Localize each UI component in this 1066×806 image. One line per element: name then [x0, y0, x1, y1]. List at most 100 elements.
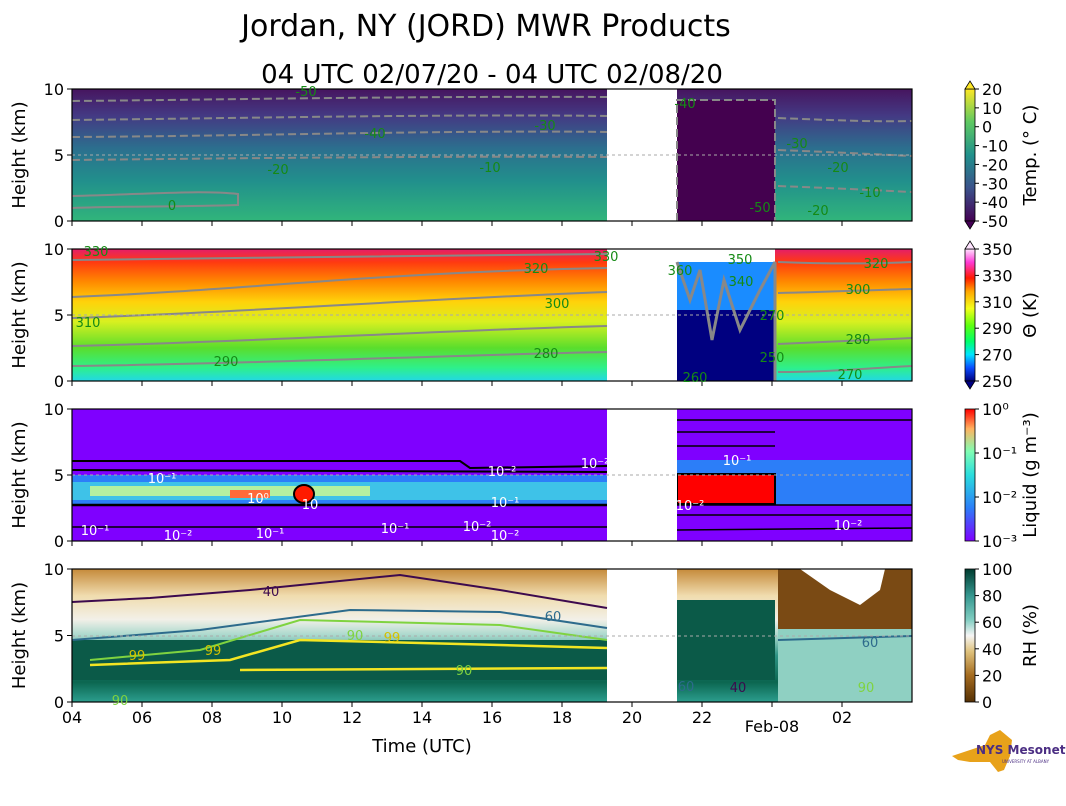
contour-label: 300 [545, 297, 570, 312]
colorbar-label: Temp. (° C) [1020, 105, 1041, 207]
contour-label: 99 [205, 644, 222, 659]
colorbar-tick-label: 10⁻² [982, 488, 1017, 507]
colorbar-tick-label: -10 [982, 137, 1008, 156]
colorbar-tick-label: 80 [982, 587, 1002, 606]
rh-contour-99 [89, 638, 608, 672]
figure-subtitle: 04 UTC 02/07/20 - 04 UTC 02/08/20 [261, 60, 723, 90]
y-tick-label: 5 [54, 627, 64, 646]
colorbar-tick-label: 290 [982, 319, 1013, 338]
theta-panel [71, 248, 913, 382]
contour-label: 300 [846, 283, 871, 298]
rh-contour-60 [777, 635, 913, 641]
colorbar-tick-label: -40 [982, 193, 1008, 212]
contour-label: 330 [84, 245, 109, 260]
y-axis-label: Height (km) [9, 582, 30, 689]
colorbar-extend-min [964, 380, 976, 390]
theta-contour [777, 365, 913, 373]
temperature-panel [71, 88, 913, 222]
rh-saturated-block [677, 600, 775, 680]
temperature-contour [71, 95, 608, 102]
temperature-contour [71, 155, 608, 161]
colorbar-tick-label: 10 [982, 99, 1002, 118]
colorbar-tick-label: 10⁰ [982, 400, 1009, 419]
temperature-contour [777, 117, 913, 123]
contour-label: 360 [668, 264, 693, 279]
theta-contour [777, 288, 913, 294]
colorbar-tick-label: 40 [982, 640, 1002, 659]
contour-label: -20 [267, 163, 288, 178]
colorbar-tick-label: 20 [982, 666, 1002, 685]
x-tick-label: 06 [132, 708, 152, 727]
colorbar [964, 408, 976, 542]
contour-label: 10⁻² [491, 529, 520, 544]
liquid-contour [72, 460, 608, 470]
x-tick-label: 04 [62, 708, 82, 727]
contour-label: 280 [846, 333, 871, 348]
y-tick-label: 5 [54, 466, 64, 485]
contour-label: 90 [858, 681, 875, 696]
colorbar-tick-label: 350 [982, 240, 1013, 259]
contour-label: -20 [827, 161, 848, 176]
contour-label: 270 [760, 309, 785, 324]
contour-label: 10⁻¹ [381, 522, 410, 537]
contour-label: 10⁻¹ [256, 527, 285, 542]
rh-missing-aloft [800, 569, 885, 605]
colorbar [964, 568, 976, 703]
y-tick-label: 10 [44, 80, 64, 99]
temperature-contour [777, 149, 913, 157]
colorbar-extend-min [964, 220, 976, 230]
colorbar-tick-label: 0 [982, 118, 992, 137]
contour-label: -40 [674, 97, 695, 112]
contour-label: -50 [295, 85, 316, 100]
y-tick-label: 10 [44, 240, 64, 259]
liquid-saturated-block [676, 473, 776, 505]
contour-label: 10⁻¹ [491, 496, 520, 511]
theta-contour [71, 267, 608, 298]
contour-label: 40 [263, 585, 280, 600]
liquid-contour [71, 469, 608, 473]
contour-label: 330 [594, 250, 619, 265]
y-tick-label: 0 [54, 212, 64, 231]
y-tick-label: 0 [54, 372, 64, 391]
x-tick-label: 08 [202, 708, 222, 727]
colorbar-tick-label: 310 [982, 293, 1013, 312]
contour-label: -10 [479, 161, 500, 176]
colorbar-tick-label: 10⁻³ [982, 532, 1017, 551]
contour-label: 90 [347, 629, 364, 644]
colorbar-tick-label: 250 [982, 372, 1013, 391]
new-york-state-shape-icon [952, 730, 1012, 772]
colorbar [964, 88, 976, 222]
rh-contour-60 [71, 608, 608, 641]
colorbar-tick-label: 270 [982, 346, 1013, 365]
contour-label: 40 [730, 681, 747, 696]
contour-label: 260 [683, 371, 708, 386]
contour-label: 290 [214, 355, 239, 370]
rh-contour-40 [71, 573, 608, 609]
y-axis-label: Height (km) [9, 101, 30, 208]
x-tick-label: 22 [692, 708, 712, 727]
x-tick-label: 12 [342, 708, 362, 727]
contour-label: 90 [112, 694, 129, 709]
contour-label: -20 [807, 204, 828, 219]
contour-label: -10 [859, 186, 880, 201]
colorbar [964, 248, 976, 382]
contour-label: 10⁻² [463, 520, 492, 535]
colorbar-extend-max [964, 80, 976, 90]
logo-text: NYS Mesonet [976, 743, 1066, 757]
colorbar-label: Liquid (g m⁻³) [1020, 412, 1041, 537]
contour-label: 10 [302, 498, 319, 513]
y-tick-label: 0 [54, 693, 64, 712]
liquid-hot-patch [230, 490, 270, 498]
contour-label: 60 [545, 610, 562, 625]
x-tick-label: 18 [552, 708, 572, 727]
contour-label: -30 [786, 137, 807, 152]
y-axis-label: Height (km) [9, 261, 30, 368]
colorbar-extend-max [964, 240, 976, 250]
x-tick-label: Feb-08 [745, 717, 799, 736]
theta-top-band [677, 249, 775, 262]
temperature-contour [71, 130, 608, 138]
contour-label: 10⁻² [581, 457, 610, 472]
contour-label: 99 [129, 649, 146, 664]
colorbar-tick-label: -20 [982, 155, 1008, 174]
